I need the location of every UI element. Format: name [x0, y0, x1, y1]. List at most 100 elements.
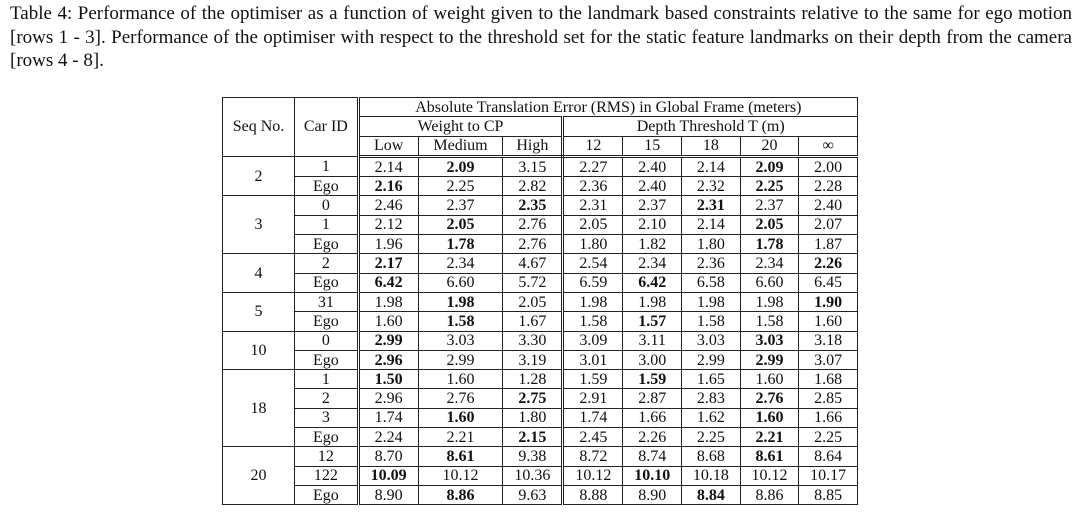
header-cell: 20 [739, 135, 800, 158]
value-cell: 8.64 [798, 446, 858, 467]
value-cell: 2.25 [739, 176, 800, 197]
value-cell: 2.76 [417, 388, 504, 409]
seq-cell: 10 [221, 330, 296, 371]
table-row: 3 1.74 1.60 1.80 1.74 1.66 1.62 1.60 1.66 [223, 407, 858, 429]
value-cell: 1.60 [739, 407, 800, 429]
value-cell: 2.17 [357, 253, 419, 274]
value-cell: 2.87 [622, 388, 683, 409]
value-cell: 2.40 [622, 155, 683, 178]
value-cell: 1.66 [798, 407, 858, 429]
value-cell: 2.05 [562, 214, 624, 236]
value-cell: 2.15 [502, 427, 565, 448]
value-cell: 2.27 [562, 155, 624, 178]
value-cell: 1.58 [681, 311, 741, 332]
car-cell: Ego [294, 176, 360, 197]
value-cell: 2.36 [562, 176, 624, 197]
value-cell: 1.87 [798, 234, 858, 255]
value-cell: 2.46 [357, 195, 419, 216]
value-cell: 6.58 [681, 272, 741, 293]
value-cell: 1.98 [739, 291, 800, 313]
value-cell: 2.76 [502, 214, 565, 236]
value-cell: 2.25 [681, 427, 741, 448]
header-row: Low Medium High 12 15 18 20 ∞ [223, 135, 858, 158]
table-row: 1 2.12 2.05 2.76 2.05 2.10 2.14 2.05 2.07 [223, 214, 858, 236]
value-cell: 1.60 [798, 311, 858, 332]
value-cell: 8.85 [798, 484, 858, 506]
value-cell: 3.07 [798, 349, 858, 371]
value-cell: 1.67 [502, 311, 565, 332]
value-cell: 2.25 [798, 427, 858, 448]
value-cell: 6.45 [798, 272, 858, 293]
car-cell: 12 [294, 446, 360, 467]
header-cell: 15 [622, 135, 683, 158]
value-cell: 3.03 [417, 330, 504, 351]
value-cell: 2.16 [357, 176, 419, 197]
car-cell: Ego [294, 484, 360, 506]
value-cell: 2.85 [798, 388, 858, 409]
value-cell: 6.60 [739, 272, 800, 293]
value-cell: 1.98 [357, 291, 419, 313]
value-cell: 3.09 [562, 330, 624, 351]
value-cell: 2.14 [357, 155, 419, 178]
value-cell: 1.60 [357, 311, 419, 332]
car-cell: 2 [294, 388, 360, 409]
seq-cell: 18 [221, 369, 296, 448]
header-cell: Seq No. [221, 97, 296, 157]
table-row: 3 0 2.46 2.37 2.35 2.31 2.37 2.31 2.37 2.40 [221, 195, 858, 255]
value-cell: 1.66 [622, 407, 683, 429]
value-cell: 4.67 [502, 253, 565, 274]
value-cell: 2.05 [739, 214, 800, 236]
car-cell: Ego [294, 311, 360, 332]
value-cell: 1.58 [739, 311, 800, 332]
value-cell: 1.62 [681, 407, 741, 429]
table-row: Ego 1.96 1.78 2.76 1.80 1.82 1.80 1.78 1.87 [223, 234, 858, 255]
table-row: 18 1 1.50 1.60 1.28 1.59 1.59 1.65 1.60 1.68 [221, 369, 858, 448]
value-cell: 10.36 [502, 465, 565, 486]
value-cell: 1.57 [622, 311, 683, 332]
value-cell: 3.18 [798, 330, 858, 351]
value-cell: 1.78 [417, 234, 504, 255]
seq-cell: 5 [221, 291, 296, 332]
value-cell: 1.50 [357, 369, 419, 390]
value-cell: 1.60 [417, 369, 504, 390]
table-row: 2 1 2.14 2.09 3.15 2.27 2.40 2.14 2.09 2.00 [221, 155, 858, 197]
table-row: 122 10.09 10.12 10.36 10.12 10.10 10.18 10.12 10… [223, 465, 858, 486]
value-cell: 2.36 [681, 253, 741, 274]
value-cell: 1.65 [681, 369, 741, 390]
value-cell: 8.86 [739, 484, 800, 506]
value-cell: 10.18 [681, 465, 741, 486]
car-cell: Ego [294, 427, 360, 448]
value-cell: 1.96 [357, 234, 419, 255]
value-cell: 8.86 [417, 484, 504, 506]
car-cell: 3 [294, 407, 360, 429]
value-cell: 1.80 [681, 234, 741, 255]
value-cell: 5.72 [502, 272, 565, 293]
value-cell: 2.40 [798, 195, 858, 216]
car-cell: 1 [294, 369, 360, 390]
value-cell: 6.42 [357, 272, 419, 293]
header-row: Seq No. Car ID Absolute Translation Erro… [221, 96, 859, 157]
value-cell: 2.54 [562, 253, 624, 274]
value-cell: 2.76 [739, 388, 800, 409]
value-cell: 1.98 [681, 291, 741, 313]
value-cell: 1.80 [562, 234, 624, 255]
value-cell: 2.31 [681, 195, 741, 216]
value-cell: 2.21 [417, 427, 504, 448]
header-cell: ∞ [798, 135, 858, 158]
value-cell: 1.58 [417, 311, 504, 332]
value-cell: 6.59 [562, 272, 624, 293]
value-cell: 1.74 [562, 407, 624, 429]
header-cell: Depth Threshold T (m) [562, 116, 858, 137]
value-cell: 2.75 [502, 388, 565, 409]
value-cell: 3.03 [739, 330, 800, 351]
table-row: 20 12 8.70 8.61 9.38 8.72 8.74 8.68 8.61 8.64 [221, 446, 858, 506]
value-cell: 2.99 [681, 349, 741, 371]
value-cell: 1.68 [798, 369, 858, 390]
value-cell: 2.12 [357, 214, 419, 236]
value-cell: 2.37 [417, 195, 504, 216]
seq-cell: 20 [221, 446, 296, 506]
header-cell: 18 [681, 135, 741, 158]
table-row: 2 2.96 2.76 2.75 2.91 2.87 2.83 2.76 2.85 [223, 388, 858, 409]
value-cell: 2.32 [681, 176, 741, 197]
value-cell: 2.26 [622, 427, 683, 448]
